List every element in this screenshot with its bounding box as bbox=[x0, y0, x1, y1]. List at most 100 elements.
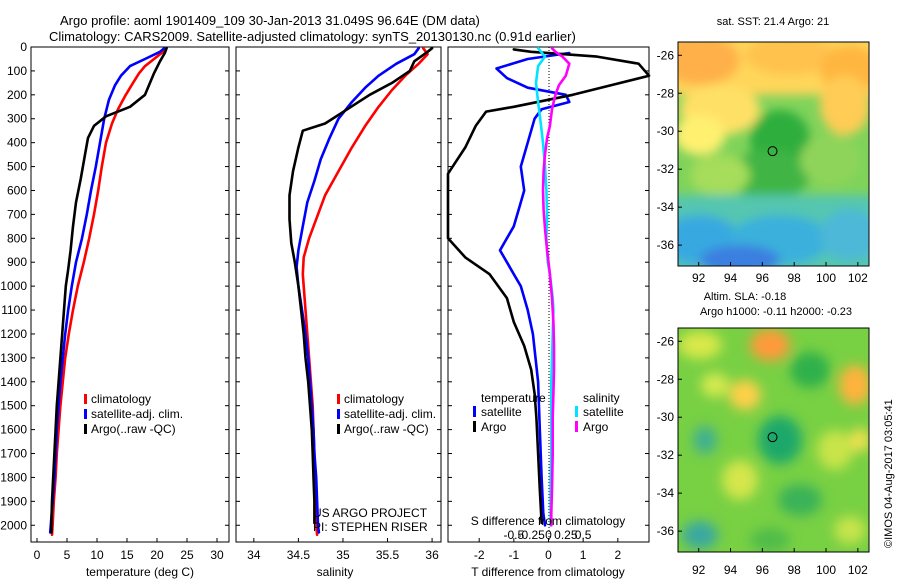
temperature-axis: 0 5 10 15 20 25 30 bbox=[34, 538, 224, 562]
map-lat-tick-label: -26 bbox=[657, 334, 675, 348]
series-line-satellite-adj-clim- bbox=[295, 46, 421, 534]
sla-map-title-line2: Argo h1000: -0.11 h2000: -0.23 bbox=[700, 306, 852, 318]
legend-label-sal-satellite: satellite bbox=[583, 405, 624, 419]
series-line-argo-raw-qc- bbox=[288, 46, 434, 525]
depth-tick-label: 1700 bbox=[0, 447, 27, 461]
depth-tick-label: 0 bbox=[20, 40, 27, 54]
salinity-axis-label: salinity bbox=[317, 565, 354, 579]
temperature-tick-label: 25 bbox=[180, 548, 194, 562]
depth-tick-label: 100 bbox=[7, 64, 27, 78]
series-line-salinity-argo bbox=[541, 46, 571, 527]
depth-tick-label: 1200 bbox=[0, 327, 27, 341]
project-annotation: US ARGO PROJECT bbox=[313, 506, 428, 520]
map-lon-tick-label: 102 bbox=[848, 563, 868, 577]
depth-tick-label: 1500 bbox=[0, 399, 27, 413]
temperature-tick-label: 5 bbox=[64, 548, 71, 562]
depth-tick-label: 1900 bbox=[0, 494, 27, 508]
legend-swatch-sal-satellite bbox=[575, 406, 578, 417]
temperature-axis-label: temperature (deg C) bbox=[86, 565, 194, 579]
depth-tick-label: 1300 bbox=[0, 351, 27, 365]
legend-label-satellite: satellite-adj. clim. bbox=[91, 407, 183, 421]
salinity-panel: 34 34.5 35 35.5 36 salinity climatology sate… bbox=[235, 46, 442, 579]
map-lat-tick-label: -26 bbox=[657, 48, 675, 62]
sst-heatmap bbox=[678, 42, 869, 266]
legend-swatch-satellite bbox=[337, 409, 340, 419]
salinity-axis: 34 34.5 35 35.5 36 bbox=[247, 538, 439, 562]
depth-tick-label: 700 bbox=[7, 207, 27, 221]
map-lat-tick-label: -34 bbox=[657, 486, 675, 500]
map-lon-tick-label: 96 bbox=[756, 271, 770, 285]
map-lon-tick-label: 100 bbox=[816, 271, 836, 285]
sla-map-axes: 92 94 96 98 100 102 -26 -28 -30 -32 -34 -36 bbox=[657, 334, 869, 577]
depth-tick-label: 1400 bbox=[0, 375, 27, 389]
s-difference-tick-label: 0 bbox=[545, 528, 552, 542]
sst-map-axes: 92 94 96 98 100 102 -26 -28 -30 -32 -34 -36 bbox=[657, 48, 869, 285]
argo-position-marker bbox=[767, 432, 778, 443]
sla-map-panel: Altim. SLA: -0.18 Argo h1000: -0.11 h200… bbox=[657, 291, 870, 577]
map-lon-tick-label: 98 bbox=[788, 271, 802, 285]
legend-label-sal-argo: Argo bbox=[583, 420, 609, 434]
map-lon-tick-label: 98 bbox=[788, 563, 802, 577]
salinity-legend: climatology satellite-adj. clim. Argo(..… bbox=[337, 392, 436, 436]
series-line-argo-raw-qc- bbox=[50, 46, 168, 534]
t-difference-tick-label: 0 bbox=[545, 548, 552, 562]
t-difference-tick-label: -2 bbox=[474, 548, 485, 562]
legend-swatch-argo bbox=[337, 424, 340, 434]
legend-swatch-satellite bbox=[84, 409, 87, 419]
temperature-plot-frame bbox=[30, 46, 230, 543]
map-lat-tick-label: -30 bbox=[657, 124, 675, 138]
temperature-tick-label: 20 bbox=[150, 548, 164, 562]
legend-swatch-climatology bbox=[337, 394, 340, 404]
s-difference-tick-label: -0.25 bbox=[517, 528, 545, 542]
s-difference-tick-label: 0.5 bbox=[575, 528, 592, 542]
map-lat-tick-label: -34 bbox=[657, 200, 675, 214]
map-lon-tick-label: 102 bbox=[848, 271, 868, 285]
temperature-lines bbox=[48, 46, 168, 537]
salinity-tick-label: 36 bbox=[425, 548, 439, 562]
t-difference-tick-label: 2 bbox=[614, 548, 621, 562]
depth-tick-label: 400 bbox=[7, 136, 27, 150]
figure-title-line1: Argo profile: aoml 1901409_109 30-Jan-20… bbox=[60, 13, 480, 28]
legend-swatch-temp-satellite bbox=[473, 406, 476, 417]
sla-heatmap bbox=[678, 328, 869, 552]
legend-swatch-climatology bbox=[84, 394, 87, 404]
legend-label-argo: Argo(..raw -QC) bbox=[344, 422, 429, 436]
legend-group-temperature: temperature bbox=[481, 391, 546, 405]
temperature-tick-label: 0 bbox=[34, 548, 41, 562]
map-lon-tick-label: 92 bbox=[692, 563, 706, 577]
salinity-tick-label: 34.5 bbox=[287, 548, 311, 562]
temperature-tick-label: 15 bbox=[120, 548, 134, 562]
t-difference-axis: -2 -1 0 1 2 bbox=[474, 538, 621, 562]
s-difference-axis-label: S difference from climatology bbox=[471, 514, 626, 528]
depth-axis: 0 100 200 300 400 500 600 700 800 900 1000 1100 1200… bbox=[0, 40, 649, 532]
series-line-satellite-adj-clim- bbox=[48, 46, 166, 534]
legend-label-climatology: climatology bbox=[91, 392, 151, 406]
depth-tick-label: 2000 bbox=[0, 518, 27, 532]
legend-label-argo: Argo(..raw -QC) bbox=[91, 422, 176, 436]
s-difference-tick-label: 0.25 bbox=[554, 528, 578, 542]
map-lat-tick-label: -36 bbox=[657, 238, 675, 252]
figure-title-line2: Climatology: CARS2009. Satellite-adjuste… bbox=[49, 29, 576, 44]
map-lat-tick-label: -36 bbox=[657, 524, 675, 538]
imos-credit: ©IMOS 04-Aug-2017 03:05:41 bbox=[883, 399, 895, 548]
map-lon-tick-label: 94 bbox=[724, 563, 738, 577]
depth-tick-label: 900 bbox=[7, 255, 27, 269]
series-line-temperature-satellite bbox=[495, 51, 571, 527]
depth-tick-label: 300 bbox=[7, 112, 27, 126]
sla-map-title-line1: Altim. SLA: -0.18 bbox=[704, 291, 787, 303]
depth-tick-label: 1800 bbox=[0, 470, 27, 484]
salinity-plot-frame bbox=[235, 46, 442, 543]
pi-annotation: PI: STEPHEN RISER bbox=[313, 520, 428, 534]
series-line-climatology bbox=[50, 46, 168, 537]
legend-label-climatology: climatology bbox=[344, 392, 404, 406]
t-difference-tick-label: -1 bbox=[509, 548, 520, 562]
series-line-temperature-argo bbox=[446, 48, 651, 525]
depth-tick-label: 1000 bbox=[0, 279, 27, 293]
t-difference-tick-label: 1 bbox=[580, 548, 587, 562]
sst-map-panel: sat. SST: 21.4 Argo: 21 bbox=[657, 16, 870, 285]
depth-tick-label: 600 bbox=[7, 183, 27, 197]
sst-map-title: sat. SST: 21.4 Argo: 21 bbox=[717, 16, 830, 28]
legend-swatch-sal-argo bbox=[575, 421, 578, 432]
map-lat-tick-label: -30 bbox=[657, 410, 675, 424]
